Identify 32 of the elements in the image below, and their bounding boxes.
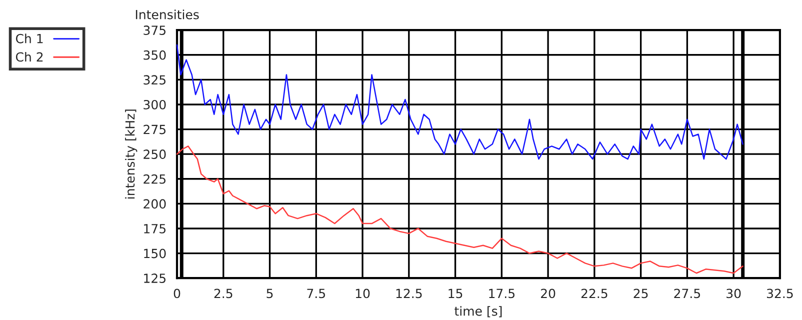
y-axis-title: intensity [kHz] [125,110,138,198]
y-tick-label: 375 [144,26,166,36]
y-tick-label: 250 [144,150,166,160]
x-tick-label: 12.5 [396,288,422,298]
y-tick-label: 325 [144,75,166,85]
x-tick-label: 20 [541,288,556,298]
x-tick-label: 2.5 [214,288,232,298]
y-tick-label: 150 [144,248,166,258]
y-tick-label: 225 [144,174,166,184]
legend-label: Ch 1 [16,34,43,44]
x-tick-label: 5 [266,288,273,298]
x-tick-label: 10 [356,288,370,298]
y-tick-label: 200 [144,199,166,209]
line-series [176,44,744,160]
x-tick-label: 32.5 [766,288,793,298]
x-axis-title: time [s] [454,306,502,318]
x-tick-label: 30 [726,288,741,298]
line-series [176,146,744,274]
x-tick-label: 0 [174,288,180,298]
legend-label: Ch 2 [16,52,43,62]
y-tick-label: 275 [144,124,166,134]
x-tick-label: 27.5 [674,288,700,298]
y-tick-label: 125 [144,274,166,284]
y-tick-label: 175 [144,224,166,234]
x-tick-label: 25 [634,288,648,298]
x-tick-label: 17.5 [489,288,514,298]
y-tick-label: 300 [144,100,166,110]
x-tick-label: 7.5 [307,288,325,298]
x-tick-label: 22.5 [581,288,608,298]
chart-title: Intensities [136,10,199,20]
x-tick-label: 15 [448,288,462,298]
y-tick-label: 350 [144,50,166,60]
